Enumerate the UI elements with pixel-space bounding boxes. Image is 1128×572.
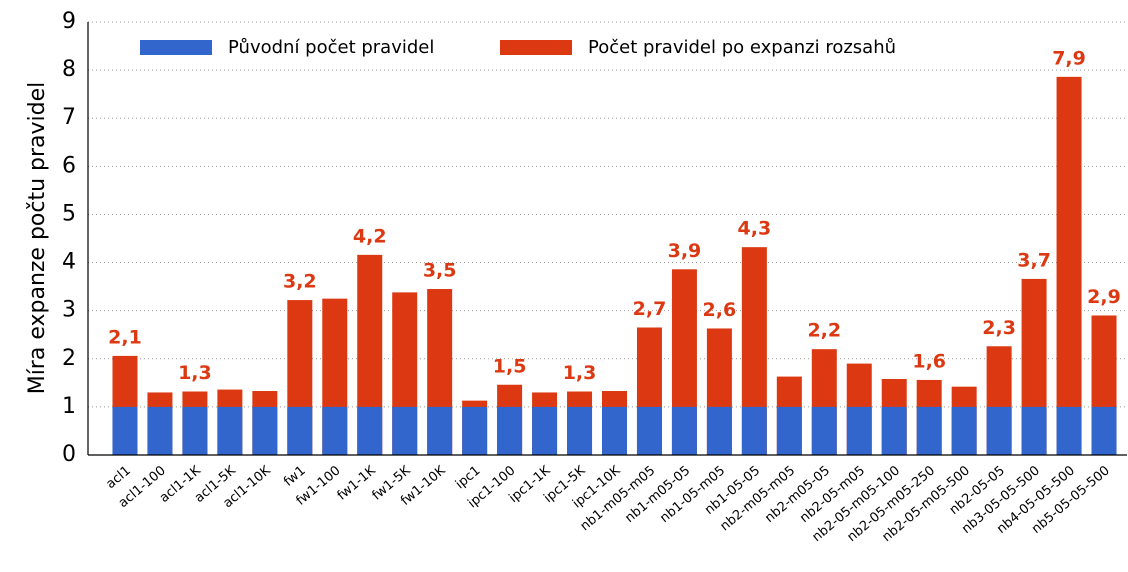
data-label: 4,2 [353,225,387,247]
bar [1056,76,1082,455]
bar [357,406,383,455]
legend-label: Původní počet pravidel [228,37,434,58]
y-tick-label: 6 [62,153,76,178]
x-tick-label: fw1-1K [335,463,379,504]
y-tick-label: 9 [62,9,76,34]
y-tick-label: 1 [62,394,76,419]
bar [497,406,523,455]
y-tick-label: 0 [62,442,76,467]
y-tick-label: 8 [62,57,76,82]
data-label: 2,2 [807,320,841,342]
data-label: 2,9 [1087,286,1121,308]
data-label: 1,3 [563,362,597,384]
data-label: 3,7 [1017,249,1051,271]
bar [811,406,837,455]
bar [986,406,1012,455]
data-label: 4,3 [738,218,772,240]
y-tick-label: 4 [62,250,76,275]
bar [602,406,627,455]
bar [567,406,593,455]
bar [636,406,662,455]
bar [1056,406,1082,455]
data-label: 2,1 [108,326,142,348]
data-label: 7,9 [1052,47,1086,69]
bar [427,406,453,455]
bar [706,406,732,455]
bar [881,406,907,455]
data-label: 3,9 [668,240,702,262]
legend-swatch [140,40,212,55]
data-label: 1,6 [912,350,946,372]
y-tick-label: 2 [62,346,76,371]
bar [462,406,488,455]
legend-swatch [500,40,572,55]
bar [182,406,208,455]
bar [846,406,872,455]
data-label: 1,3 [178,362,212,384]
data-label: 2,3 [982,317,1016,339]
bar [287,406,313,455]
bar [741,406,767,455]
bar [1021,406,1047,455]
y-tick-label: 7 [62,105,76,130]
bar [217,406,243,455]
bar [671,406,697,455]
bar [147,406,173,455]
data-label: 2,6 [703,299,737,321]
legend-label: Počet pravidel po expanzi rozsahů [588,37,896,58]
y-tick-label: 5 [62,201,76,226]
bar [951,406,977,455]
y-tick-label: 3 [62,298,76,323]
bar [392,406,418,455]
x-tick-label: fw1 [281,463,308,489]
data-label: 1,5 [493,355,527,377]
bar [532,406,558,455]
data-label: 3,2 [283,271,317,293]
y-axis-label: Míra expanze počtu pravidel [25,82,50,395]
bar [112,406,138,455]
bar [916,406,942,455]
bar [1091,406,1117,455]
data-label: 2,7 [633,298,667,320]
bar [322,406,348,455]
bar [776,406,802,455]
data-label: 3,5 [423,260,457,282]
bar [252,406,278,455]
